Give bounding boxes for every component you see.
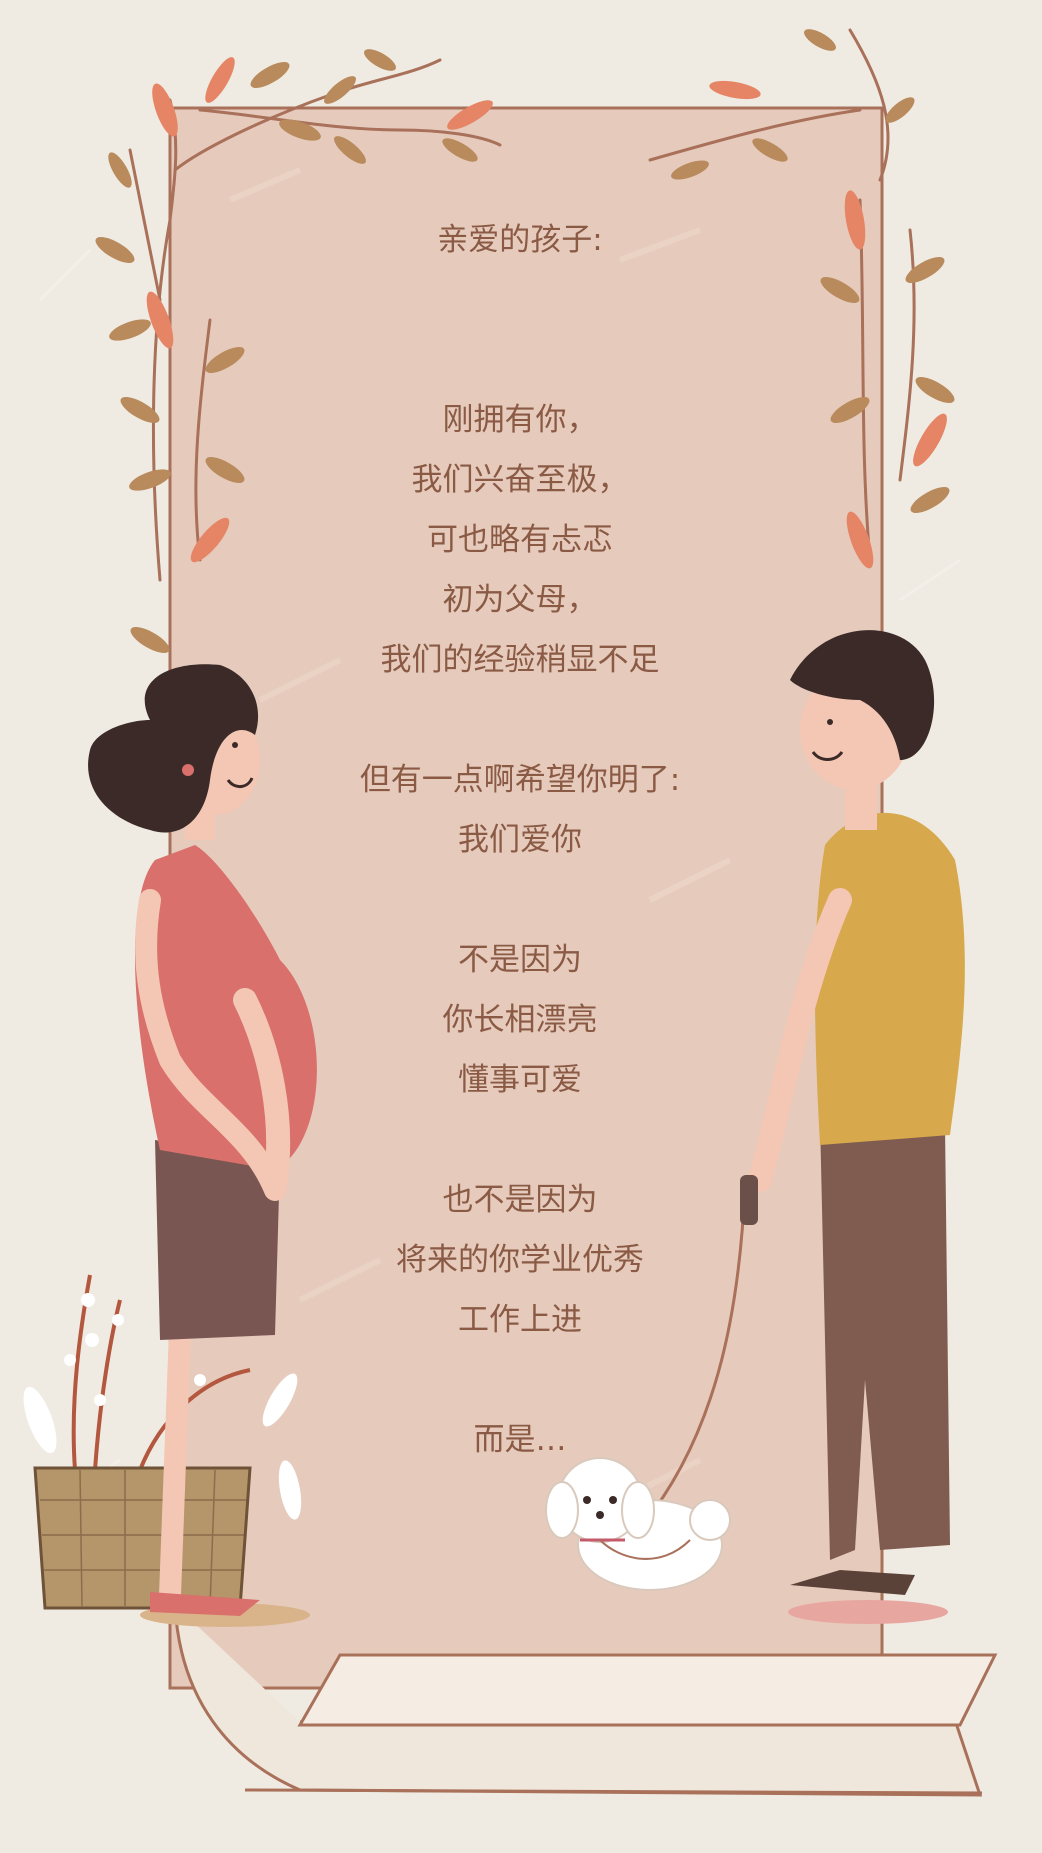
poem-line: 你长相漂亮 xyxy=(442,1002,598,1038)
poem-line-ending: 而是… xyxy=(473,1422,567,1458)
leaves-coral xyxy=(146,57,947,569)
poem-line: 工作上进 xyxy=(458,1302,582,1338)
vine-branches-icon xyxy=(128,28,916,582)
man-with-leash-icon xyxy=(618,630,965,1624)
pregnant-woman-icon xyxy=(88,664,317,1627)
letter-text: 亲爱的孩子: 刚拥有你， 我们兴奋至极， 可也略有忐忑 初为父母， 我们的经验稍… xyxy=(170,210,870,1470)
poem-line: 将来的你学业优秀 xyxy=(396,1242,644,1278)
scroll-paper-icon xyxy=(168,106,998,1797)
poem-line: 但有一点啊希望你明了: xyxy=(359,762,681,798)
greeting-line: 亲爱的孩子: xyxy=(437,222,603,258)
dog-icon xyxy=(545,1457,731,1591)
poem-line: 也不是因为 xyxy=(442,1182,598,1218)
flower-basket-icon xyxy=(23,1274,302,1610)
poem-line: 可也略有忐忑 xyxy=(427,522,613,558)
poem-line: 懂事可爱 xyxy=(458,1062,582,1098)
poem-line: 初为父母， xyxy=(442,582,598,618)
poem-line: 我们爱你 xyxy=(458,822,582,858)
poem-line: 我们兴奋至极， xyxy=(411,462,629,498)
poem-line: 不是因为 xyxy=(458,942,582,978)
poem-line: 刚拥有你， xyxy=(442,402,598,438)
leaves-brown xyxy=(95,29,955,653)
poem-line: 我们的经验稍显不足 xyxy=(380,642,660,678)
